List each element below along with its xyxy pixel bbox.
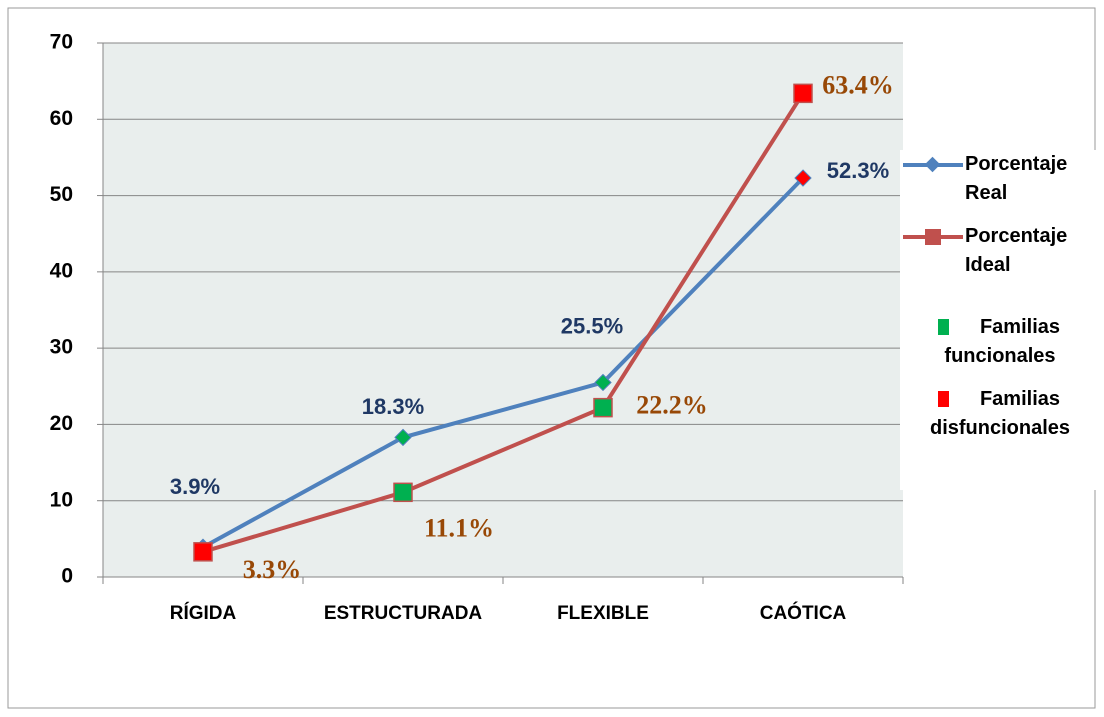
plot-area — [103, 43, 903, 577]
data-label: 63.4% — [822, 70, 894, 99]
legend-marker — [924, 156, 941, 173]
legend-marker — [925, 229, 941, 245]
y-tick-label: 60 — [50, 107, 73, 130]
data-label: 3.9% — [170, 474, 220, 499]
data-label: 25.5% — [561, 313, 623, 338]
y-tick-label: 70 — [50, 31, 73, 54]
point-marker — [594, 373, 612, 392]
legend-label: Familias funcionales — [944, 316, 1061, 367]
legend-label: Familias disfuncionales — [929, 388, 1071, 439]
x-tick-label: RÍGIDA — [170, 602, 237, 624]
point-marker — [193, 542, 213, 562]
x-tick-label: FLEXIBLE — [557, 603, 649, 624]
point-marker — [793, 83, 813, 104]
legend-label: Porcentaje Ideal — [965, 225, 1068, 276]
point-marker — [794, 169, 812, 187]
data-label: 52.3% — [827, 158, 889, 183]
y-tick-label: 20 — [50, 412, 73, 435]
point-marker — [394, 428, 412, 447]
data-label: 11.1% — [424, 513, 494, 542]
series-line — [202, 92, 805, 554]
y-tick-label: 40 — [50, 259, 73, 282]
point-marker — [593, 397, 613, 418]
legend-marker — [938, 319, 949, 335]
series-line — [202, 176, 805, 550]
x-tick-label: ESTRUCTURADA — [324, 603, 483, 624]
y-tick-label: 30 — [50, 336, 73, 359]
point-marker — [393, 482, 413, 503]
data-label: 3.3% — [243, 555, 302, 584]
legend-marker — [938, 391, 949, 407]
y-tick-label: 10 — [50, 488, 73, 511]
y-tick-label: 0 — [61, 565, 73, 588]
legend: Porcentaje Real Porcentaje Ideal Familias … — [900, 150, 1100, 490]
data-label: 22.2% — [636, 391, 708, 420]
data-label: 18.3% — [362, 394, 424, 419]
y-tick-label: 50 — [50, 183, 73, 206]
legend-label: Porcentaje Real — [965, 153, 1068, 204]
x-tick-label: CAÓTICA — [760, 602, 847, 624]
